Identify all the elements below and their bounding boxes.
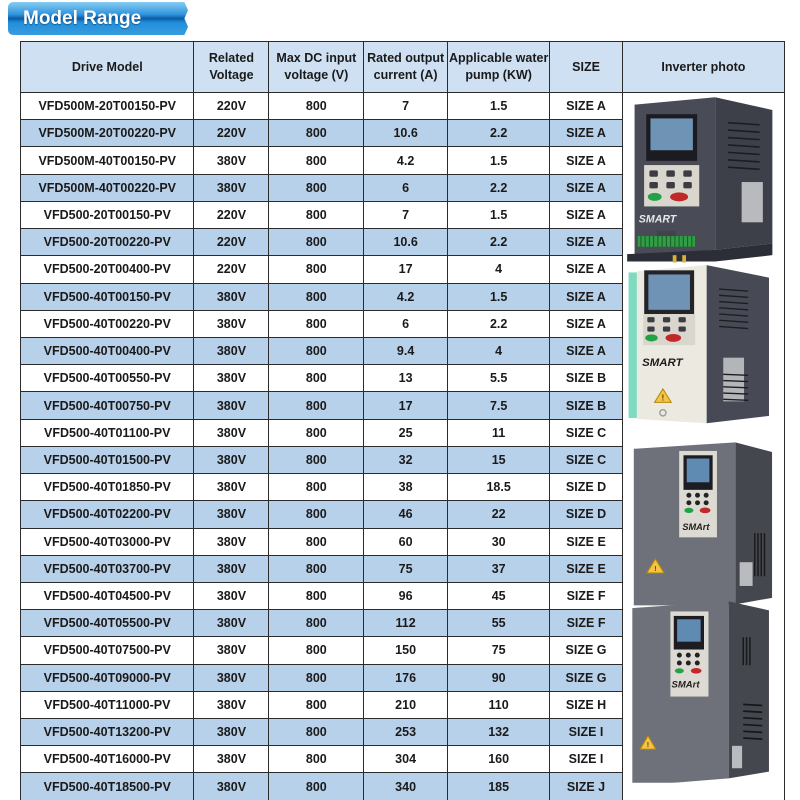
svg-text:!: ! [654, 566, 656, 573]
svg-text:SMART: SMART [642, 357, 683, 369]
svg-text:!: ! [647, 740, 649, 749]
svg-text:!: ! [662, 392, 665, 402]
svg-text:SMArt: SMArt [672, 680, 701, 691]
svg-text:SMART: SMART [639, 213, 678, 225]
svg-text:SMArt: SMArt [682, 522, 710, 532]
